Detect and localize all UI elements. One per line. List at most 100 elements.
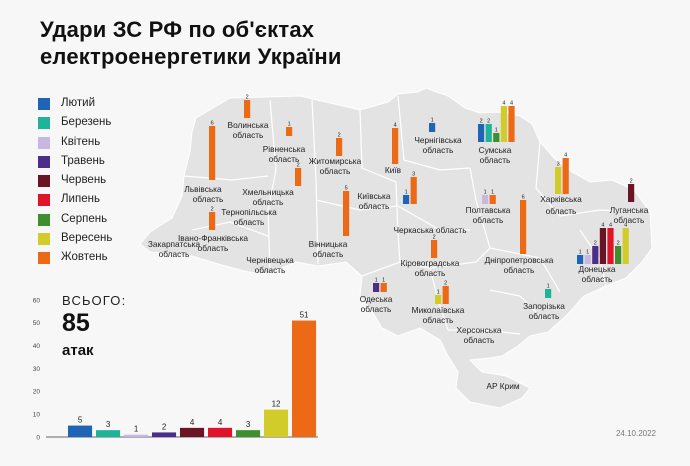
legend-swatch xyxy=(38,233,50,246)
region-bar xyxy=(410,177,417,204)
bar-value-label: 1 xyxy=(134,425,139,434)
y-tick-label: 60 xyxy=(33,297,41,304)
region-bar-value: 4 xyxy=(624,223,627,229)
region-label: Черкаська область xyxy=(393,225,466,235)
bar-value-label: 4 xyxy=(218,418,223,427)
region-bar-value: 1 xyxy=(382,278,385,284)
legend-label: Липень xyxy=(61,193,100,206)
region-bar-value: 1 xyxy=(484,190,487,196)
bar xyxy=(68,425,93,437)
legend-label: Жовтень xyxy=(61,251,108,264)
bar-value-label: 5 xyxy=(78,416,83,425)
page-title: Удари ЗС РФ по об'єктах електроенергетик… xyxy=(40,16,342,70)
region-bar xyxy=(286,127,293,136)
legend-label: Лютий xyxy=(61,97,96,109)
legend-swatch xyxy=(38,252,50,265)
region-bar xyxy=(607,228,614,264)
region-bar xyxy=(628,184,635,202)
y-tick-label: 30 xyxy=(33,366,41,373)
region-label: Сумська область xyxy=(479,145,512,165)
region-bar-value: 3 xyxy=(557,162,560,168)
region-bar-value: 1 xyxy=(437,290,440,296)
region-bar xyxy=(520,200,527,254)
region-bar xyxy=(373,283,380,292)
legend-swatch xyxy=(38,155,50,168)
region-bar-value: 1 xyxy=(579,250,582,256)
region-bar xyxy=(482,195,489,204)
title-line-2: електроенергетики України xyxy=(40,44,342,69)
region-bar-value: 3 xyxy=(412,172,415,178)
legend-swatch xyxy=(38,117,50,130)
region-bar-value: 1 xyxy=(288,122,291,128)
region-bar xyxy=(489,195,496,204)
region-bar xyxy=(500,106,507,142)
region-label: Одеська область xyxy=(360,294,393,314)
legend-label: Вересень xyxy=(61,232,113,245)
region-label: Закарпатська область xyxy=(148,239,201,259)
region-bar xyxy=(545,289,552,298)
region-bar-value: 4 xyxy=(394,123,397,129)
region-bar xyxy=(392,128,399,164)
region-bar xyxy=(555,167,562,194)
bar xyxy=(208,427,233,437)
legend-label: Березень xyxy=(61,116,112,129)
region-bar-value: 6 xyxy=(522,195,525,201)
y-tick-label: 10 xyxy=(33,411,41,418)
region-label: Тернопільська область xyxy=(221,207,277,227)
bar xyxy=(96,430,121,437)
bar xyxy=(292,320,317,437)
region-bar xyxy=(431,240,438,258)
region-label: Волинська область xyxy=(228,120,269,140)
region-bar-value: 1 xyxy=(491,190,494,196)
region-label: АР Крим xyxy=(486,381,519,391)
bar-value-label: 3 xyxy=(246,420,251,429)
bar-value-label: 4 xyxy=(190,418,195,427)
region-label: Запорізька область xyxy=(523,301,565,321)
region-label: Рівненська область xyxy=(263,144,306,164)
bar xyxy=(152,432,177,437)
region-bar-value: 2 xyxy=(487,119,490,125)
legend-label: Травень xyxy=(61,154,105,167)
bar xyxy=(236,430,261,437)
legend-swatch xyxy=(38,213,50,226)
region-bar-value: 6 xyxy=(211,121,214,127)
region-labels: Волинська область Рівненська область Житомир… xyxy=(148,120,649,391)
bar xyxy=(264,409,289,437)
region-label: Херсонська область xyxy=(456,325,501,345)
legend-swatch xyxy=(38,136,50,149)
region-bar-value: 1 xyxy=(375,278,378,284)
y-tick-label: 50 xyxy=(33,320,41,327)
region-bar-value: 2 xyxy=(246,95,249,101)
region-bar-value: 2 xyxy=(444,281,447,287)
total-value: 85 xyxy=(62,309,90,337)
region-bar xyxy=(508,106,515,142)
legend-label: Червень xyxy=(61,174,107,187)
region-borders xyxy=(183,95,641,335)
region-bar-value: 2 xyxy=(594,241,597,247)
region-bar-value: 2 xyxy=(297,163,300,169)
region-bar-value: 2 xyxy=(338,133,341,139)
region-bar xyxy=(562,158,569,194)
region-bar-value: 2 xyxy=(630,179,633,185)
region-bar xyxy=(442,286,449,304)
bar-value-label: 12 xyxy=(272,400,281,409)
region-bar xyxy=(592,246,599,264)
region-bar-value: 2 xyxy=(480,119,483,125)
region-bar-value: 2 xyxy=(211,207,214,213)
region-bar-value: 1 xyxy=(405,190,408,196)
region-bar xyxy=(493,133,500,142)
region-bar-value: 4 xyxy=(510,101,513,107)
region-label: Київська область xyxy=(358,191,391,211)
region-label: Київ xyxy=(385,165,402,175)
bar-value-label: 51 xyxy=(300,311,309,320)
region-bar-value: 5 xyxy=(345,186,348,192)
region-bar xyxy=(577,255,584,264)
region-bar xyxy=(478,124,485,142)
legend-label: Серпень xyxy=(61,212,108,225)
region-bar-value: 1 xyxy=(431,118,434,124)
region-label: Івано-Франківська область xyxy=(178,233,248,253)
region-label: Донецька область xyxy=(578,264,615,284)
legend-swatch xyxy=(38,175,50,188)
y-tick-label: 40 xyxy=(33,343,41,350)
